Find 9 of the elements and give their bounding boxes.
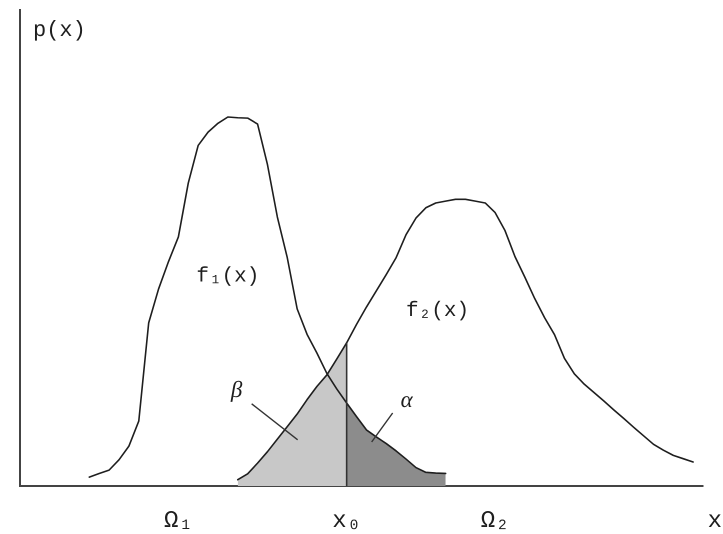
series-label: α [400, 387, 414, 412]
series-label: f₁(x) [196, 266, 260, 289]
x-tick-label: Ω₂ [480, 508, 510, 534]
x-axis-title: x [708, 508, 722, 534]
series-label: f₂(x) [406, 300, 470, 323]
y-axis-title: p(x) [33, 18, 86, 43]
text: β [230, 376, 243, 402]
x-tick-label: x₀ [332, 508, 362, 534]
x-tick-label: Ω₁ [164, 508, 193, 534]
